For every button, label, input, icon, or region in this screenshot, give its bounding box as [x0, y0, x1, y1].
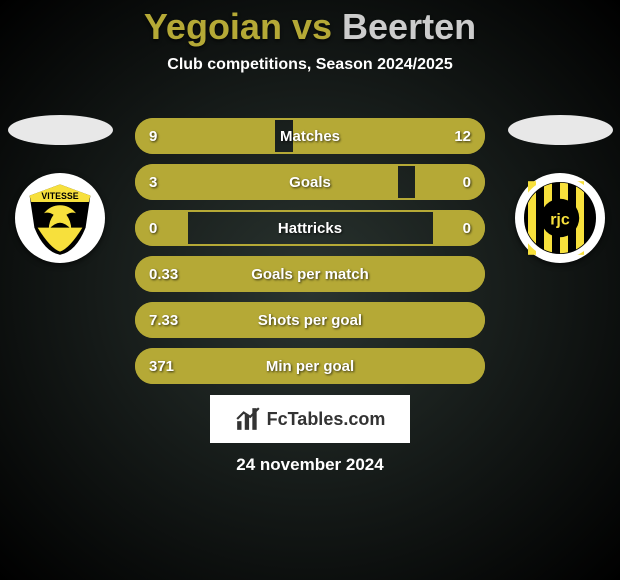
left-player-column: VITESSE: [5, 115, 115, 263]
fctables-logo[interactable]: FcTables.com: [210, 395, 410, 443]
title-player2: Beerten: [342, 6, 476, 47]
bar-left-fill: [135, 348, 485, 384]
bar-right-fill: [433, 210, 486, 246]
page-title: Yegoian vs Beerten: [0, 0, 620, 48]
bar-left-fill: [135, 164, 398, 200]
stat-value-right: 12: [454, 118, 471, 154]
stat-value-left: 371: [149, 348, 174, 384]
vitesse-crest-svg: VITESSE: [20, 178, 100, 258]
stat-row: Goals per match0.33: [135, 256, 485, 292]
vitesse-crest: VITESSE: [15, 173, 105, 263]
stat-row: Shots per goal7.33: [135, 302, 485, 338]
roda-crest-svg: rjc: [520, 178, 600, 258]
bar-track: [135, 302, 485, 338]
stat-value-right: 0: [463, 164, 471, 200]
stats-bars: Matches912Goals30Hattricks00Goals per ma…: [135, 118, 485, 394]
bar-right-fill: [415, 164, 485, 200]
bar-track: [135, 118, 485, 154]
bar-mid: [188, 210, 433, 246]
subtitle: Club competitions, Season 2024/2025: [0, 56, 620, 74]
player1-silhouette: [8, 115, 113, 145]
stat-value-right: 0: [463, 210, 471, 246]
right-player-column: rjc: [505, 115, 615, 263]
stat-row: Matches912: [135, 118, 485, 154]
roda-text: rjc: [550, 211, 570, 228]
bar-mid: [398, 164, 416, 200]
roda-crest: rjc: [515, 173, 605, 263]
stat-row: Hattricks00: [135, 210, 485, 246]
fctables-text: FcTables.com: [267, 409, 386, 430]
stat-row: Goals30: [135, 164, 485, 200]
bar-track: [135, 348, 485, 384]
bar-left-fill: [135, 256, 485, 292]
vitesse-text: VITESSE: [41, 191, 78, 201]
stat-value-left: 7.33: [149, 302, 178, 338]
stat-value-left: 3: [149, 164, 157, 200]
bar-left-fill: [135, 302, 485, 338]
bar-track: [135, 210, 485, 246]
date-label: 24 november 2024: [0, 455, 620, 475]
stat-row: Min per goal371: [135, 348, 485, 384]
chart-icon: [235, 406, 261, 432]
player2-silhouette: [508, 115, 613, 145]
bar-mid: [275, 118, 293, 154]
title-vs: vs: [292, 6, 332, 47]
stat-value-left: 0: [149, 210, 157, 246]
title-player1: Yegoian: [144, 6, 282, 47]
bar-left-fill: [135, 210, 188, 246]
bar-track: [135, 164, 485, 200]
stat-value-left: 9: [149, 118, 157, 154]
stat-value-left: 0.33: [149, 256, 178, 292]
bar-track: [135, 256, 485, 292]
